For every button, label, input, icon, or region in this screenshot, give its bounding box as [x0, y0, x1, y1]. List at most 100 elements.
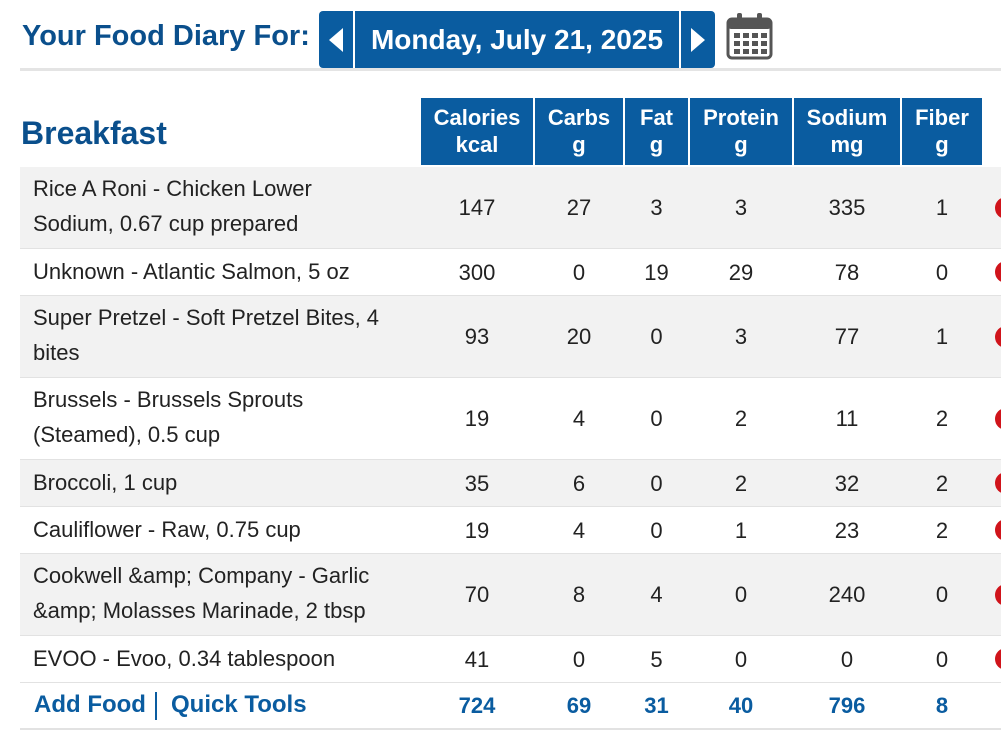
food-entry-row: Cookwell &amp; Company - Garlic &amp; Mo… [20, 554, 1001, 636]
calories-value: 19 [464, 406, 490, 431]
food-entry-row: EVOO - Evoo, 0.34 tablespoon 41 0 5 0 0 … [20, 636, 1001, 683]
food-name-line: bites [33, 340, 80, 365]
food-name-line: Cauliflower - Raw, 0.75 cup [33, 517, 301, 542]
column-header-sodium: Sodium mg [794, 98, 900, 165]
triangle-left-icon [329, 27, 343, 52]
protein-value: 2 [734, 471, 748, 496]
delete-entry-icon[interactable] [995, 519, 1001, 541]
carbs-value: 27 [566, 195, 592, 220]
fiber-value: 1 [935, 324, 949, 349]
column-unit: g [935, 132, 949, 157]
quick-tools-link[interactable]: Quick Tools [171, 691, 307, 718]
sodium-total: 796 [828, 693, 866, 718]
next-day-button[interactable] [679, 11, 715, 68]
food-entry-row: Brussels - Brussels Sprouts (Steamed), 0… [20, 378, 1001, 460]
link-divider [155, 692, 157, 720]
calories-value: 19 [464, 518, 490, 543]
fiber-value: 1 [935, 195, 949, 220]
protein-value: 0 [734, 647, 748, 672]
column-name: Fiber [915, 105, 969, 130]
food-name-line: Cookwell &amp; Company - Garlic [33, 563, 370, 588]
column-name: Calories [433, 105, 521, 130]
delete-entry-icon[interactable] [995, 648, 1001, 670]
food-entry-name[interactable]: Rice A Roni - Chicken Lower Sodium, 0.67… [33, 171, 312, 241]
carbs-value: 6 [572, 471, 586, 496]
delete-entry-icon[interactable] [995, 197, 1001, 219]
food-name-line: EVOO - Evoo, 0.34 tablespoon [33, 646, 336, 671]
column-name: Carbs [547, 105, 611, 130]
delete-entry-icon[interactable] [995, 408, 1001, 430]
fat-value: 0 [650, 406, 663, 431]
carbs-value: 0 [572, 260, 586, 285]
food-name-line: Broccoli, 1 cup [33, 470, 178, 495]
sodium-value: 240 [828, 582, 866, 607]
fat-value: 0 [650, 518, 663, 543]
fat-value: 19 [644, 260, 669, 285]
column-unit: kcal [455, 132, 499, 157]
food-entry-name[interactable]: Cauliflower - Raw, 0.75 cup [33, 512, 301, 547]
calories-value: 41 [464, 647, 490, 672]
food-name-line: Unknown - Atlantic Salmon, 5 oz [33, 259, 350, 284]
food-name-line: &amp; Molasses Marinade, 2 tbsp [33, 598, 366, 623]
calories-value: 35 [464, 471, 490, 496]
delete-entry-icon[interactable] [995, 261, 1001, 283]
delete-entry-icon[interactable] [995, 326, 1001, 348]
column-header-fat: Fat g [625, 98, 688, 165]
food-entry-name[interactable]: Super Pretzel - Soft Pretzel Bites, 4 bi… [33, 300, 379, 370]
column-header-carbs: Carbs g [535, 98, 623, 165]
protein-value: 2 [734, 406, 748, 431]
protein-total: 40 [728, 693, 754, 718]
calories-value: 300 [458, 260, 496, 285]
sodium-value: 23 [834, 518, 860, 543]
food-entry-name[interactable]: EVOO - Evoo, 0.34 tablespoon [33, 641, 335, 676]
food-entry-name[interactable]: Cookwell &amp; Company - Garlic &amp; Mo… [33, 558, 369, 628]
fat-value: 5 [650, 647, 663, 672]
food-name-line: Rice A Roni - Chicken Lower [33, 176, 312, 201]
delete-entry-icon[interactable] [995, 472, 1001, 494]
column-unit: g [734, 132, 748, 157]
food-entry-name[interactable]: Brussels - Brussels Sprouts (Steamed), 0… [33, 382, 303, 452]
carbs-value: 4 [572, 518, 586, 543]
carbs-value: 0 [572, 647, 586, 672]
calories-value: 93 [464, 324, 490, 349]
protein-value: 3 [734, 324, 748, 349]
fiber-value: 0 [935, 260, 949, 285]
header-divider [20, 68, 1001, 71]
fiber-total: 8 [935, 693, 949, 718]
column-unit: g [572, 132, 586, 157]
page-title: Your Food Diary For: [22, 20, 310, 52]
column-header-calories: Calories kcal [421, 98, 533, 165]
calories-value: 70 [464, 582, 490, 607]
sodium-value: 11 [835, 406, 859, 431]
sodium-value: 77 [834, 324, 860, 349]
delete-entry-icon[interactable] [995, 584, 1001, 606]
add-food-link[interactable]: Add Food [34, 691, 146, 718]
column-name: Protein [703, 105, 779, 130]
current-date[interactable]: Monday, July 21, 2025 [355, 11, 679, 68]
column-name: Fat [640, 105, 673, 130]
food-name-line: Sodium, 0.67 cup prepared [33, 211, 299, 236]
food-name-line: Super Pretzel - Soft Pretzel Bites, 4 [33, 305, 380, 330]
food-entry-name[interactable]: Unknown - Atlantic Salmon, 5 oz [33, 254, 350, 289]
sodium-value: 78 [834, 260, 860, 285]
sodium-value: 335 [828, 195, 866, 220]
fat-value: 3 [650, 195, 663, 220]
column-name: Sodium [806, 105, 888, 130]
food-entry-row: Broccoli, 1 cup 35 6 0 2 32 2 [20, 460, 1001, 507]
carbs-total: 69 [566, 693, 592, 718]
protein-value: 29 [728, 260, 754, 285]
calendar-icon[interactable] [726, 12, 773, 60]
carbs-value: 8 [572, 582, 586, 607]
carbs-value: 4 [572, 406, 586, 431]
protein-value: 0 [734, 582, 748, 607]
calories-total: 724 [458, 693, 496, 718]
calories-value: 147 [458, 195, 496, 220]
fiber-value: 2 [935, 518, 949, 543]
fat-value: 0 [650, 471, 663, 496]
food-entry-row: Unknown - Atlantic Salmon, 5 oz 300 0 19… [20, 249, 1001, 296]
fat-value: 0 [650, 324, 663, 349]
previous-day-button[interactable] [319, 11, 355, 68]
food-entry-name[interactable]: Broccoli, 1 cup [33, 465, 177, 500]
sodium-value: 32 [834, 471, 860, 496]
food-entry-row: Super Pretzel - Soft Pretzel Bites, 4 bi… [20, 296, 1001, 378]
